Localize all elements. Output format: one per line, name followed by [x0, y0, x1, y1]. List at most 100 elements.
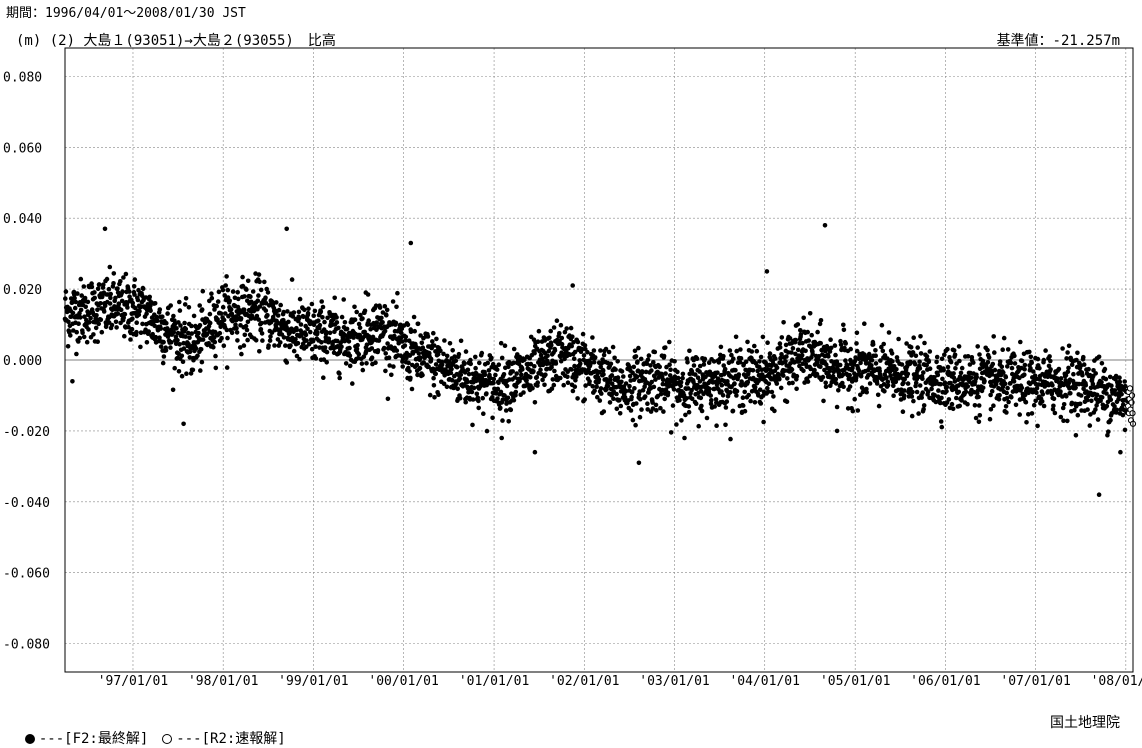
final-solution-point — [672, 359, 677, 364]
final-solution-point — [311, 313, 317, 319]
final-solution-point — [583, 383, 588, 388]
final-solution-point — [551, 382, 557, 388]
final-solution-point — [496, 362, 502, 368]
final-solution-point — [691, 363, 697, 368]
final-solution-point — [152, 323, 157, 329]
final-solution-point — [276, 307, 282, 313]
final-solution-point — [790, 380, 795, 386]
final-solution-point — [847, 384, 853, 389]
final-solution-point — [1085, 397, 1090, 403]
final-solution-point — [678, 380, 684, 385]
final-solution-point — [448, 370, 454, 376]
final-solution-point — [1064, 394, 1069, 399]
final-solution-point — [1119, 391, 1124, 397]
final-solution-point — [1003, 404, 1009, 409]
final-solution-point — [742, 389, 747, 395]
final-solution-point — [87, 320, 92, 325]
final-solution-point — [568, 325, 574, 331]
final-solution-point — [441, 351, 446, 357]
final-solution-point — [494, 367, 500, 372]
final-solution-point — [805, 329, 810, 335]
final-solution-point — [829, 359, 834, 364]
final-solution-point — [230, 289, 236, 294]
final-solution-point — [360, 367, 366, 373]
final-solution-point — [172, 365, 177, 371]
final-solution-point — [636, 345, 641, 351]
final-solution-point — [951, 348, 957, 353]
final-solution-point — [711, 359, 717, 364]
final-solution-point — [752, 400, 758, 405]
final-solution-point — [582, 343, 588, 348]
final-solution-point — [815, 329, 820, 335]
final-solution-point — [595, 394, 600, 400]
final-solution-point — [779, 352, 784, 357]
final-solution-point — [631, 364, 637, 370]
final-solution-point — [987, 416, 993, 422]
final-solution-point — [1013, 402, 1019, 408]
final-solution-point — [1061, 418, 1066, 424]
final-solution-point — [385, 396, 391, 402]
final-solution-point — [248, 294, 253, 300]
final-solution-point — [288, 343, 293, 348]
final-solution-point — [473, 365, 478, 371]
final-solution-point — [721, 353, 726, 359]
final-solution-point — [1112, 388, 1118, 393]
final-solution-point — [168, 345, 173, 350]
final-solution-point — [783, 359, 788, 364]
final-solution-point — [1073, 433, 1079, 438]
final-solution-point — [181, 346, 187, 351]
final-solution-point — [1055, 376, 1060, 381]
final-solution-point — [490, 395, 495, 400]
final-solution-point — [291, 348, 297, 354]
final-solution-point — [431, 343, 437, 348]
final-solution-point — [707, 386, 712, 392]
final-solution-point — [715, 370, 720, 376]
final-solution-point — [319, 340, 324, 345]
final-solution-point — [828, 337, 833, 343]
final-solution-point — [632, 386, 637, 391]
final-solution-point — [490, 361, 496, 367]
final-solution-point — [258, 287, 264, 293]
final-solution-point — [1103, 376, 1109, 382]
final-solution-point — [173, 334, 179, 340]
final-solution-point — [214, 303, 219, 309]
final-solution-point — [1017, 412, 1022, 417]
final-solution-point — [270, 314, 276, 320]
final-solution-point — [327, 330, 333, 336]
final-solution-point — [499, 435, 505, 441]
final-solution-point — [572, 363, 577, 369]
x-tick-label: '06/01/01 — [910, 674, 980, 689]
final-solution-point — [917, 359, 922, 365]
final-solution-point — [218, 311, 224, 316]
final-solution-point — [790, 346, 796, 351]
final-solution-point — [1075, 412, 1081, 418]
final-solution-point — [682, 435, 687, 441]
final-solution-point — [362, 308, 368, 314]
final-solution-point — [253, 338, 259, 343]
final-solution-point — [640, 370, 645, 375]
final-solution-point — [312, 308, 318, 314]
final-solution-point — [233, 322, 238, 328]
final-solution-point — [432, 395, 437, 400]
final-solution-point — [1009, 395, 1014, 400]
final-solution-point — [603, 346, 609, 352]
final-solution-point — [257, 304, 263, 309]
final-solution-point — [574, 367, 580, 373]
final-solution-point — [458, 338, 464, 344]
final-solution-point — [657, 364, 662, 370]
final-solution-point — [179, 353, 185, 359]
rapid-solution-point — [1128, 392, 1136, 399]
final-solution-point — [257, 349, 262, 354]
final-solution-point — [511, 346, 517, 352]
final-solution-point — [818, 341, 823, 346]
final-solution-point — [70, 379, 75, 384]
x-tick-label: '01/01/01 — [459, 674, 529, 689]
final-solution-point — [968, 375, 974, 381]
final-solution-point — [1040, 392, 1046, 397]
final-solution-point — [74, 329, 79, 335]
final-solution-point — [76, 321, 81, 327]
final-solution-point — [380, 320, 385, 325]
final-solution-point — [599, 361, 604, 366]
final-solution-point — [265, 290, 271, 295]
final-solution-point — [674, 422, 679, 427]
